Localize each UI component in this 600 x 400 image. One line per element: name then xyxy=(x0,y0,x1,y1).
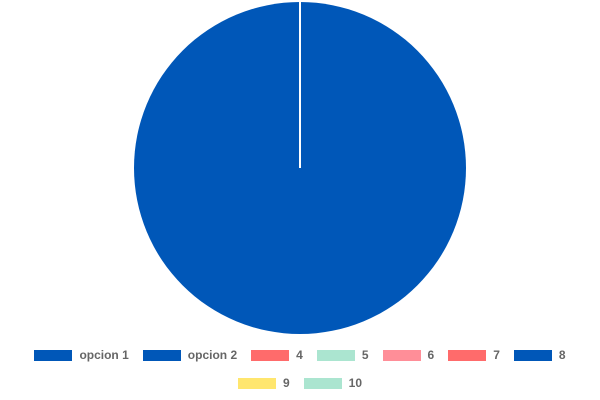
legend-label-8: 10 xyxy=(348,376,363,390)
legend-item-2[interactable]: 4 xyxy=(251,348,303,362)
legend-label-2: 4 xyxy=(296,348,303,362)
legend-label-1: opcion 2 xyxy=(187,348,238,362)
legend-swatch-1 xyxy=(142,349,181,361)
legend-item-7[interactable]: 9 xyxy=(237,376,290,390)
legend-item-6[interactable]: 8 xyxy=(513,348,566,362)
legend-swatch-7 xyxy=(237,377,276,389)
legend-label-0: opcion 1 xyxy=(79,348,129,362)
legend-swatch-4 xyxy=(382,349,421,361)
legend-label-4: 6 xyxy=(427,348,435,362)
legend-swatch-2 xyxy=(251,349,290,361)
legend-item-4[interactable]: 6 xyxy=(382,348,435,362)
legend-item-3[interactable]: 5 xyxy=(316,348,369,362)
legend-label-7: 9 xyxy=(282,376,290,390)
legend-item-5[interactable]: 7 xyxy=(448,348,500,362)
legend-item-1[interactable]: opcion 2 xyxy=(142,348,238,362)
legend-row-1: opcion 1 opcion 2 4 5 6 7 8 xyxy=(0,348,600,362)
legend-item-0[interactable]: opcion 1 xyxy=(34,348,129,362)
legend-swatch-6 xyxy=(513,349,552,361)
legend-label-6: 8 xyxy=(558,348,566,362)
legend-swatch-8 xyxy=(303,377,342,389)
legend-swatch-3 xyxy=(316,349,355,361)
legend-swatch-5 xyxy=(448,349,487,361)
legend-label-3: 5 xyxy=(361,348,369,362)
legend-row-2: 9 10 xyxy=(0,376,600,390)
legend-item-8[interactable]: 10 xyxy=(303,376,363,390)
legend-label-5: 7 xyxy=(493,348,500,362)
legend-swatch-0 xyxy=(34,349,73,361)
